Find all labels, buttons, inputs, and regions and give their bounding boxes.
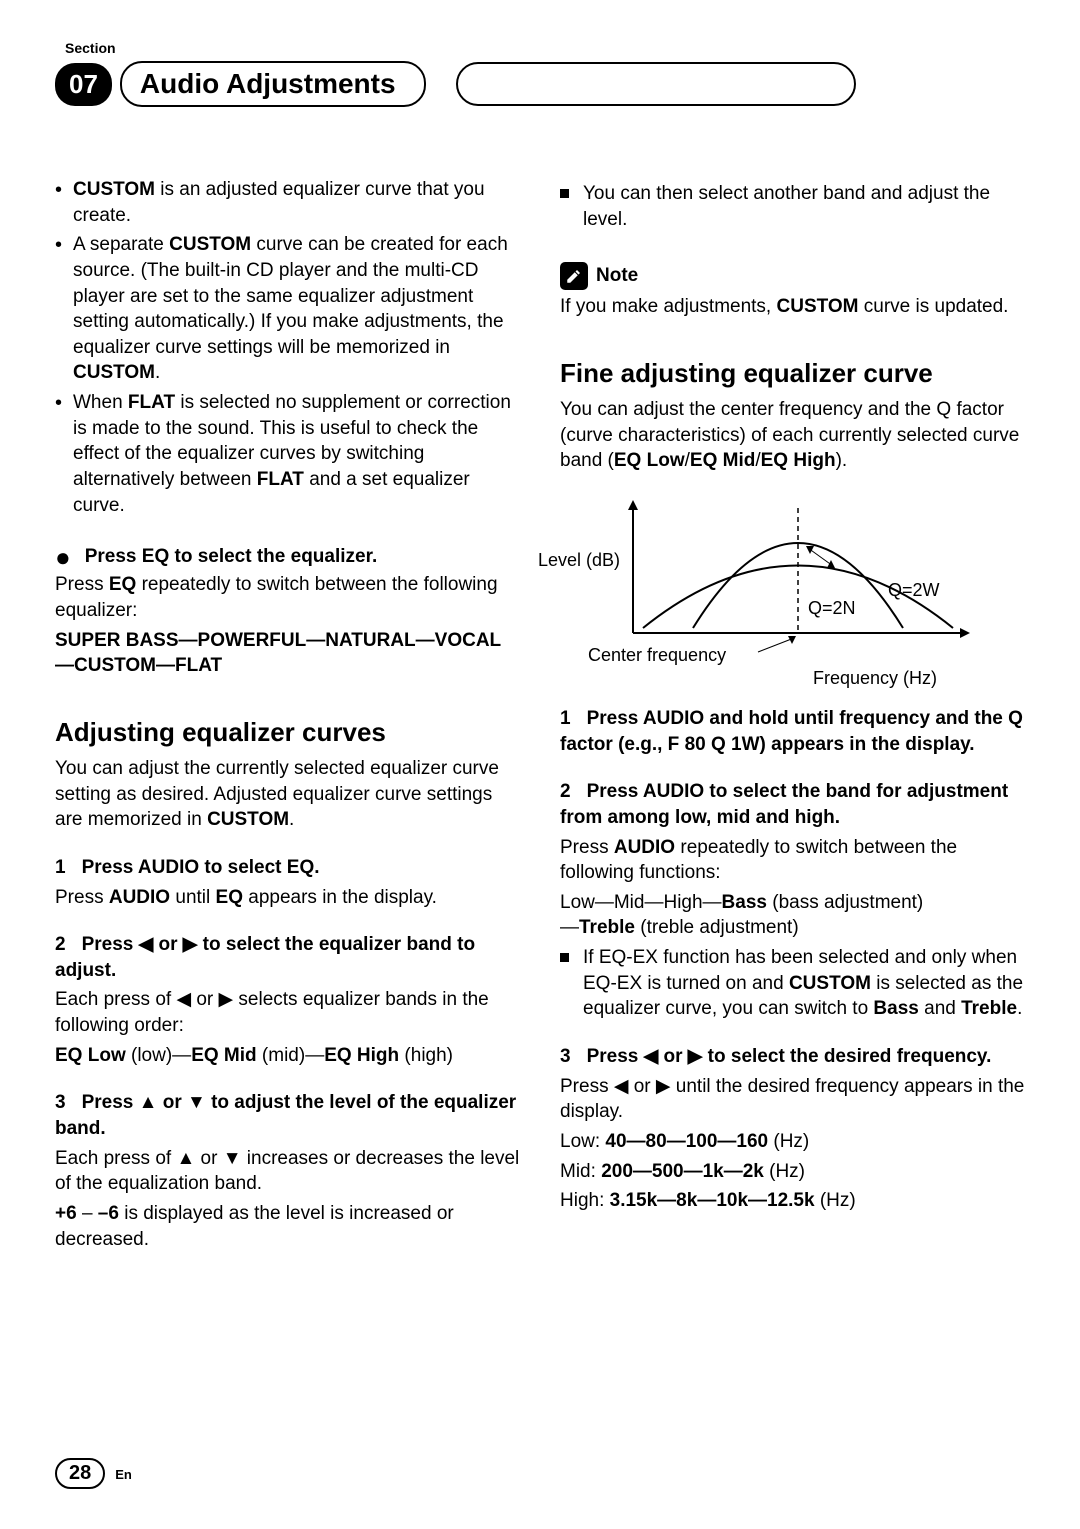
chapter-header: 07 Audio Adjustments [55,61,1025,107]
action-lead: ● Press EQ to select the equalizer. [55,544,520,570]
body-text: Press ◀ or ▶ until the desired frequency… [560,1074,1025,1125]
step-heading: 1Press AUDIO to select EQ. [55,855,520,881]
step-heading: 2Press ◀ or ▶ to select the equalizer ba… [55,932,520,983]
bold-text: FLAT [257,469,304,490]
body-text: Press EQ repeatedly to switch between th… [55,572,520,623]
chart-center-freq-label: Center frequency [588,643,726,667]
section-label: Section [65,40,1025,56]
body-text: You can then select another band and adj… [583,181,1025,232]
bold-text: CUSTOM [169,234,251,255]
eq-sequence: SUPER BASS—POWERFUL—NATURAL—VOCAL—CUSTOM… [55,628,520,679]
left-column: CUSTOM is an adjusted equalizer curve th… [55,177,520,1256]
step-block: 2Press ◀ or ▶ to select the equalizer ba… [55,932,520,1068]
note-header: Note [560,262,1025,290]
step-heading: 3Press ▲ or ▼ to adjust the level of the… [55,1090,520,1141]
chart-x-label: Frequency (Hz) [813,666,937,690]
bold-text: CUSTOM [73,179,155,200]
square-bullet-item: If EQ-EX function has been selected and … [560,945,1025,1022]
step-block: 1Press AUDIO to select EQ. Press AUDIO u… [55,855,520,910]
step-heading: 3Press ◀ or ▶ to select the desired freq… [560,1044,1025,1070]
body-text: Mid: 200—500—1k—2k (Hz) [560,1159,1025,1185]
body-text: Each press of ◀ or ▶ selects equalizer b… [55,987,520,1038]
empty-pill [456,62,856,106]
body-text: . [155,362,160,383]
bullet-item: CUSTOM is an adjusted equalizer curve th… [73,177,520,228]
step-heading: 1Press AUDIO and hold until frequency an… [560,706,1025,757]
pencil-note-icon [560,262,588,290]
intro-bullet-list: CUSTOM is an adjusted equalizer curve th… [55,177,520,518]
bullet-item: A separate CUSTOM curve can be created f… [73,232,520,386]
body-text: EQ Low (low)—EQ Mid (mid)—EQ High (high) [55,1043,520,1069]
action-heading: Press EQ to select the equalizer. [85,544,378,570]
chart-q2n-label: Q=2N [808,596,856,620]
right-column: You can then select another band and adj… [560,177,1025,1256]
language-label: En [115,1467,132,1482]
body-text: A separate [73,234,169,255]
page-number-badge: 28 [55,1458,105,1489]
body-text: You can adjust the currently selected eq… [55,756,520,833]
page-footer: 28 En [55,1458,132,1489]
body-text: Press AUDIO repeatedly to switch between… [560,835,1025,886]
note-label: Note [596,263,638,289]
body-text: You can adjust the center frequency and … [560,397,1025,474]
q-factor-chart: Level (dB) Q=2N Q=2W Center frequency Fr… [598,488,998,688]
body-text: Press AUDIO until EQ appears in the disp… [55,885,520,911]
body-text: High: 3.15k—8k—10k—12.5k (Hz) [560,1188,1025,1214]
chart-y-label: Level (dB) [538,548,620,572]
step-block: 3Press ◀ or ▶ to select the desired freq… [560,1044,1025,1214]
subheading-adjust-curves: Adjusting equalizer curves [55,715,520,750]
step-block: 1Press AUDIO and hold until frequency an… [560,706,1025,757]
body-text: Low—Mid—High—Bass (bass adjustment) —Tre… [560,890,1025,941]
filled-circle-icon: ● [55,544,71,570]
body-text: If EQ-EX function has been selected and … [583,945,1025,1022]
body-text: Low: 40—80—100—160 (Hz) [560,1129,1025,1155]
step-block: 2Press AUDIO to select the band for adju… [560,779,1025,1022]
square-bullet-icon [560,953,569,962]
subheading-fine-adjust: Fine adjusting equalizer curve [560,356,1025,391]
square-bullet-item: You can then select another band and adj… [560,181,1025,232]
body-text: Each press of ▲ or ▼ increases or decrea… [55,1146,520,1197]
body-text: If you make adjustments, CUSTOM curve is… [560,294,1025,320]
step-heading: 2Press AUDIO to select the band for adju… [560,779,1025,830]
chapter-number-badge: 07 [55,63,112,106]
bullet-item: When FLAT is selected no supplement or c… [73,390,520,518]
bold-text: FLAT [128,392,175,413]
body-text: When [73,392,128,413]
bold-text: CUSTOM [73,362,155,383]
chart-q2w-label: Q=2W [888,578,940,602]
chapter-title: Audio Adjustments [120,61,426,107]
body-text: +6 – –6 is displayed as the level is inc… [55,1201,520,1252]
step-block: 3Press ▲ or ▼ to adjust the level of the… [55,1090,520,1252]
square-bullet-icon [560,189,569,198]
